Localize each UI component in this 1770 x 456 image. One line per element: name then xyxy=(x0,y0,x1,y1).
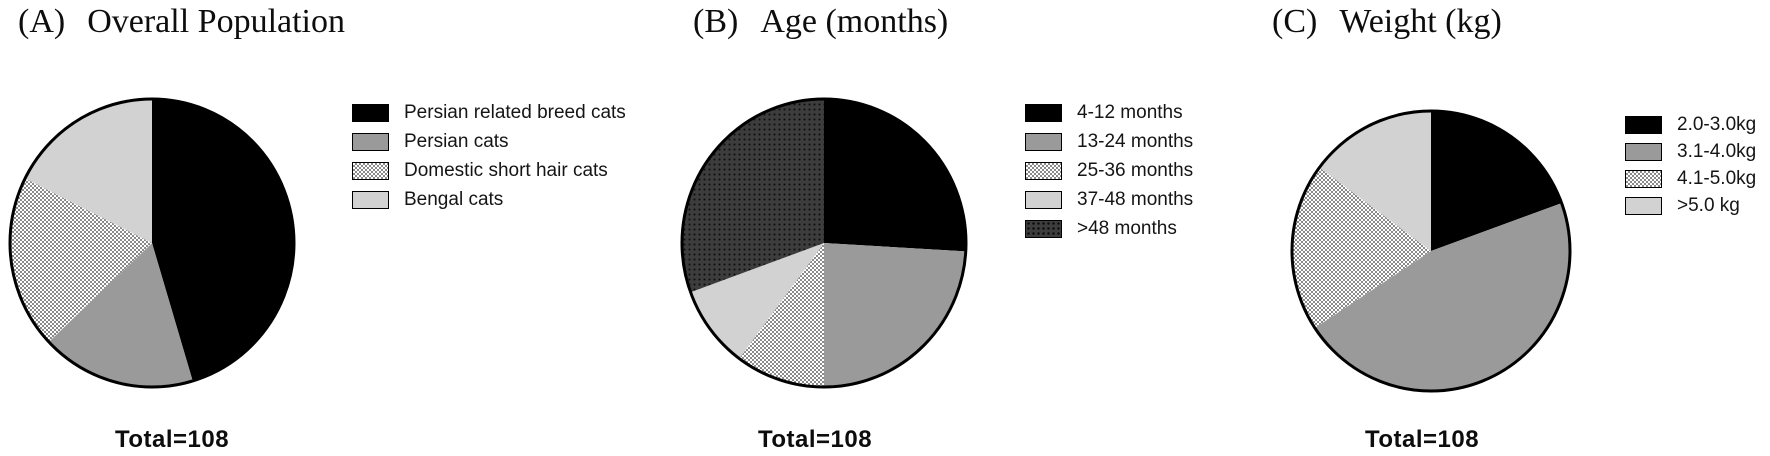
panel-a-label: (A) xyxy=(18,3,66,40)
pie-outline-c xyxy=(1290,109,1572,393)
panel-c-label: (C) xyxy=(1272,3,1318,40)
pie-slice-b-4 xyxy=(681,98,824,293)
panel-b-heading: Age (months) xyxy=(760,3,949,40)
pie-slice-b-3 xyxy=(690,243,824,359)
legend-label: Domestic short hair cats xyxy=(404,159,608,181)
total-label-a: Total=108 xyxy=(114,426,230,453)
pie-slice-c-2 xyxy=(1292,167,1431,328)
panel-c-title: (C) Weight (kg) xyxy=(1272,0,1502,44)
pie-slice-b-1 xyxy=(824,243,966,387)
legend-item: 2.0-3.0kg xyxy=(1625,111,1756,138)
legend-swatch-lightgray xyxy=(352,190,389,209)
pie-slice-b-0 xyxy=(824,99,967,252)
legend-label: >5.0 kg xyxy=(1677,194,1740,216)
panel-a-title: (A) Overall Population xyxy=(18,0,345,44)
legend-label: 4-12 months xyxy=(1077,101,1183,123)
total-label-c: Total=108 xyxy=(1364,426,1480,453)
legend-swatch-lightgray xyxy=(1625,196,1662,215)
panel-a-heading: Overall Population xyxy=(87,3,345,40)
legend-item: 13-24 months xyxy=(1025,127,1193,156)
legend-swatch-black xyxy=(1625,115,1662,134)
legend-label: 13-24 months xyxy=(1077,130,1194,152)
legend-swatch-black xyxy=(1025,103,1062,122)
pie-slice-c-0 xyxy=(1431,111,1562,251)
legend-b: 4-12 months 13-24 months 25-36 months 37… xyxy=(1025,98,1193,243)
legend-swatch-gray xyxy=(352,132,389,151)
pie-chart-c xyxy=(1290,109,1572,393)
panel-b-label: (B) xyxy=(693,3,739,40)
legend-swatch-dots xyxy=(1025,219,1062,238)
legend-item: Domestic short hair cats xyxy=(352,156,626,185)
pie-outline-a xyxy=(8,97,296,389)
legend-label: Persian cats xyxy=(404,130,509,152)
legend-swatch-checker xyxy=(1625,169,1662,188)
pie-slice-a-1 xyxy=(48,243,193,388)
legend-item: 4-12 months xyxy=(1025,98,1193,127)
legend-a: Persian related breed cats Persian cats … xyxy=(352,98,626,214)
pie-slice-a-2 xyxy=(9,178,153,342)
pie-slice-a-0 xyxy=(152,99,295,381)
pie-chart-a xyxy=(8,97,296,389)
legend-item: 4.1-5.0kg xyxy=(1625,165,1756,192)
legend-label: >48 months xyxy=(1077,217,1177,239)
legend-item: 3.1-4.0kg xyxy=(1625,138,1756,165)
pie-chart-b xyxy=(680,97,968,389)
legend-c: 2.0-3.0kg 3.1-4.0kg 4.1-5.0kg >5.0 kg xyxy=(1625,111,1756,219)
legend-swatch-lightgray xyxy=(1025,190,1062,209)
panel-c-heading: Weight (kg) xyxy=(1339,3,1502,40)
legend-swatch-gray xyxy=(1625,142,1662,161)
legend-item: 37-48 months xyxy=(1025,185,1193,214)
legend-label: 2.0-3.0kg xyxy=(1677,113,1757,135)
legend-item: 25-36 months xyxy=(1025,156,1193,185)
legend-label: 4.1-5.0kg xyxy=(1677,167,1757,189)
legend-label: Bengal cats xyxy=(404,188,504,210)
legend-item: Bengal cats xyxy=(352,185,626,214)
pie-outline-b xyxy=(680,97,968,389)
legend-item: Persian related breed cats xyxy=(352,98,626,127)
legend-swatch-gray xyxy=(1025,132,1062,151)
legend-item: Persian cats xyxy=(352,127,626,156)
pie-slice-a-3 xyxy=(25,99,153,243)
pie-slice-c-3 xyxy=(1319,111,1431,251)
total-label-b: Total=108 xyxy=(757,426,873,453)
legend-item: >5.0 kg xyxy=(1625,192,1756,219)
legend-label: Persian related breed cats xyxy=(404,101,626,123)
legend-item: >48 months xyxy=(1025,214,1193,243)
legend-swatch-checker xyxy=(1025,161,1062,180)
legend-label: 37-48 months xyxy=(1077,188,1194,210)
pie-slice-b-2 xyxy=(739,243,824,388)
legend-label: 25-36 months xyxy=(1077,159,1194,181)
panel-b-title: (B) Age (months) xyxy=(693,0,948,44)
legend-swatch-black xyxy=(352,103,389,122)
legend-swatch-checker xyxy=(352,161,389,180)
legend-label: 3.1-4.0kg xyxy=(1677,140,1757,162)
pie-slice-c-1 xyxy=(1314,203,1570,391)
